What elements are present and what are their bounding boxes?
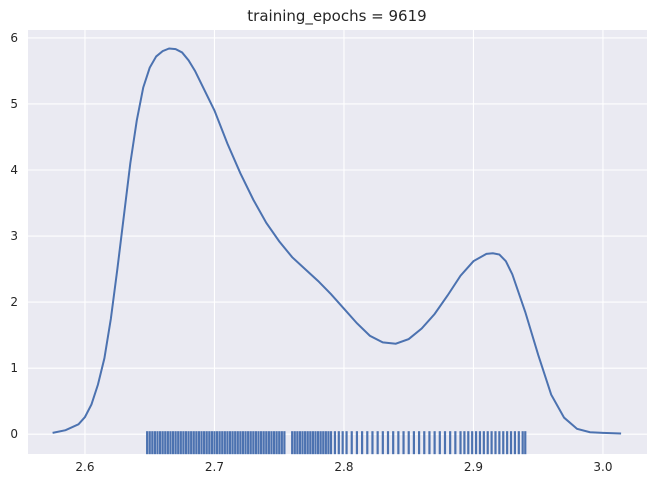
x-axis: 2.6 2.7 2.8 2.9 3.0: [75, 460, 612, 474]
plot-area: [28, 30, 647, 454]
chart-title: training_epochs = 9619: [247, 7, 426, 26]
y-tick-label: 3: [10, 229, 18, 243]
y-tick-label: 6: [10, 31, 18, 45]
x-tick-label: 2.6: [75, 460, 94, 474]
y-tick-label: 5: [10, 97, 18, 111]
y-tick-label: 1: [10, 361, 18, 375]
x-tick-label: 3.0: [593, 460, 612, 474]
y-tick-label: 4: [10, 163, 18, 177]
density-curve: [52, 47, 622, 435]
x-tick-label: 2.8: [334, 460, 353, 474]
grid: [28, 30, 647, 454]
x-tick-label: 2.9: [464, 460, 483, 474]
y-axis: 0 1 2 3 4 5 6: [10, 31, 18, 441]
y-tick-label: 0: [10, 427, 18, 441]
x-tick-label: 2.7: [205, 460, 224, 474]
rug-plot: [146, 431, 527, 455]
y-tick-label: 2: [10, 295, 18, 309]
